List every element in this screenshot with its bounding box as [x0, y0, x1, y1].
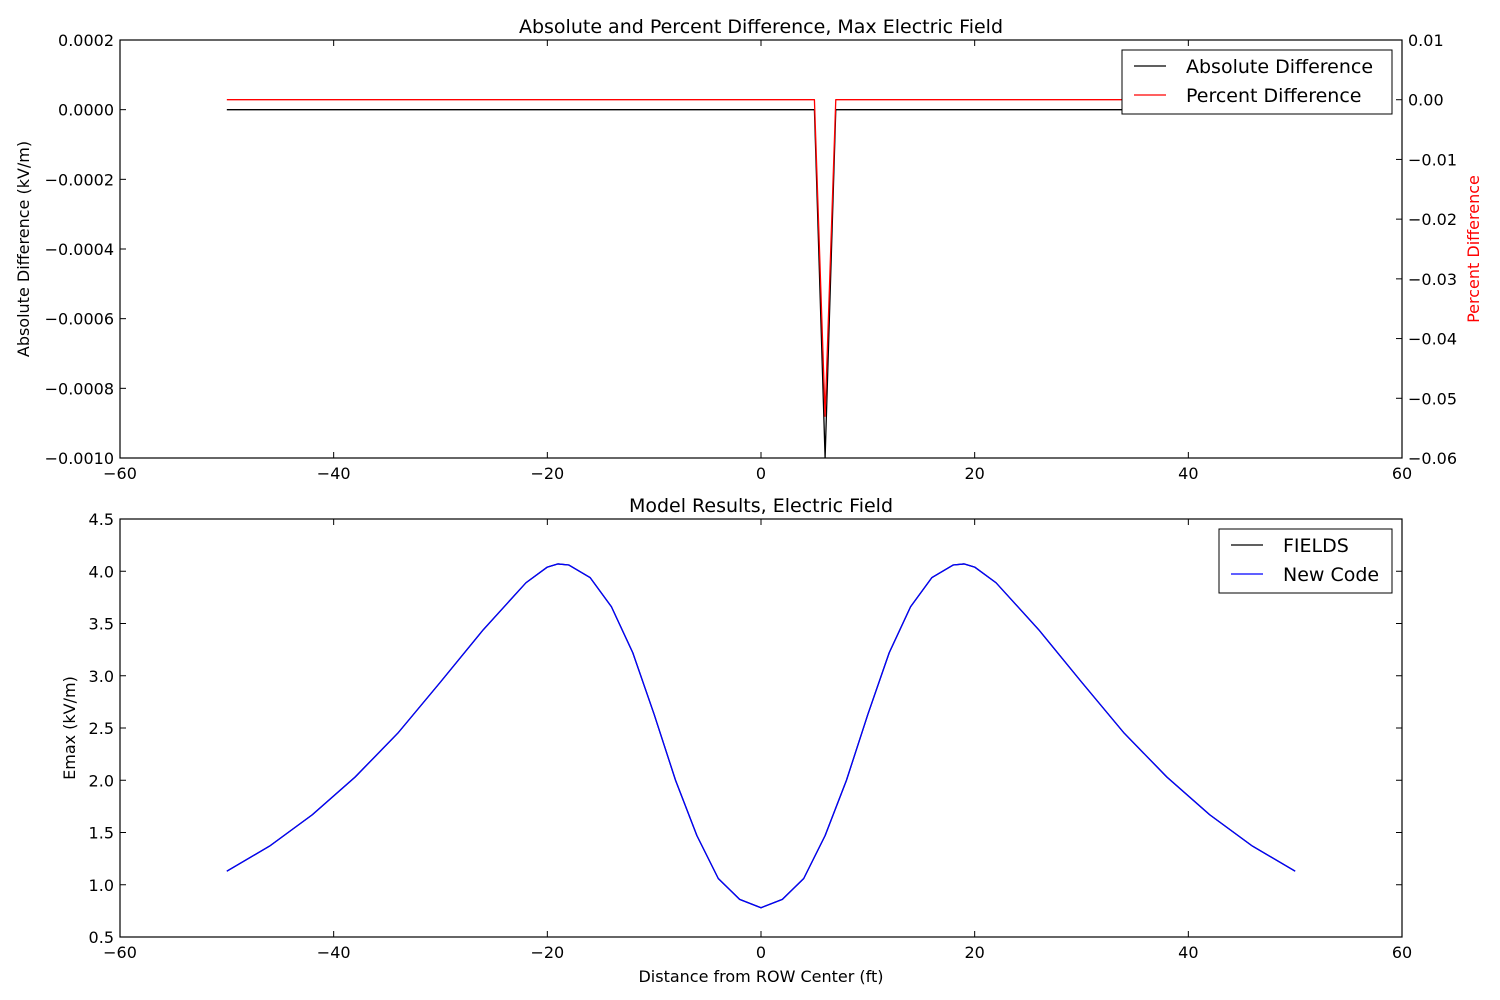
y-tick-label: −0.0008 [45, 379, 114, 398]
x-axis-title: Distance from ROW Center (ft) [638, 967, 883, 986]
x-tick-label: 20 [964, 943, 984, 962]
y-tick-label: −0.0004 [45, 240, 114, 259]
x-tick-label: −20 [530, 464, 564, 483]
y-tick-label: 1.5 [89, 824, 114, 843]
x-tick-label: 20 [964, 464, 984, 483]
chart-panel-2: −60 −40 −20 0 20 40 60 4.5 4.0 3.5 3.0 2.5 2.0 1.5 1.0… [60, 495, 1412, 986]
legend: FIELDS New Code [1218, 528, 1393, 594]
y2-tick-label: −0.06 [1408, 449, 1457, 468]
y-tick-label: −0.0006 [45, 310, 114, 329]
x-tick-label: 60 [1392, 464, 1412, 483]
y-tick-label: 3.0 [89, 667, 114, 686]
legend-label: FIELDS [1283, 535, 1349, 557]
legend-box [1121, 49, 1393, 115]
y-axis-title: Absolute Difference (kV/m) [14, 141, 33, 357]
y-tick-label: 3.5 [89, 615, 114, 634]
y2-tick-label: −0.04 [1408, 330, 1457, 349]
x-tick-label: 0 [756, 464, 766, 483]
x-tick-label: 40 [1178, 464, 1198, 483]
x-tick-label: −60 [103, 943, 137, 962]
y-tick-label: 0.0002 [58, 31, 114, 50]
y-tick-label: −0.0002 [45, 170, 114, 189]
y-tick-label: 0.5 [89, 928, 114, 947]
y-tick-label: 4.0 [89, 562, 114, 581]
x-tick-label: 60 [1392, 943, 1412, 962]
legend-box [1218, 528, 1393, 594]
y-tick-label: 2.5 [89, 719, 114, 738]
y-tick-label: 4.5 [89, 510, 114, 529]
y2-tick-label: −0.02 [1408, 210, 1457, 229]
y2-tick-label: −0.05 [1408, 389, 1457, 408]
y-tick-label: 1.0 [89, 876, 114, 895]
chart-panel-1: −60 −40 −20 0 20 40 60 0.0002 0.0000 −0.0002 −0.00… [14, 16, 1483, 483]
x-tick-label: −20 [530, 943, 564, 962]
y2-tick-label: −0.03 [1408, 270, 1457, 289]
y-axis-title: Emax (kV/m) [60, 676, 79, 780]
series-line-percent-difference [226, 99, 1296, 417]
x-tick-label: 40 [1178, 943, 1198, 962]
y-tick-label: −0.0010 [45, 449, 114, 468]
legend-label: Percent Difference [1186, 85, 1361, 107]
chart-title: Model Results, Electric Field [629, 495, 893, 517]
x-tick-label: −40 [317, 943, 351, 962]
y-tick-label: 2.0 [89, 771, 114, 790]
legend-label: New Code [1283, 564, 1379, 586]
legend: Absolute Difference Percent Difference [1121, 49, 1393, 115]
y2-tick-label: −0.01 [1408, 150, 1457, 169]
y2-axis-title: Percent Difference [1464, 175, 1483, 323]
series-line-new-code [226, 563, 1296, 909]
y2-tick-label: 0.00 [1408, 91, 1444, 110]
chart-title: Absolute and Percent Difference, Max Ele… [519, 16, 1003, 38]
x-tick-label: −40 [317, 464, 351, 483]
y2-tick-label: 0.01 [1408, 31, 1444, 50]
legend-label: Absolute Difference [1186, 56, 1373, 78]
x-tick-label: 0 [756, 943, 766, 962]
x-tick-label: −60 [103, 464, 137, 483]
y-tick-label: 0.0000 [58, 101, 114, 120]
